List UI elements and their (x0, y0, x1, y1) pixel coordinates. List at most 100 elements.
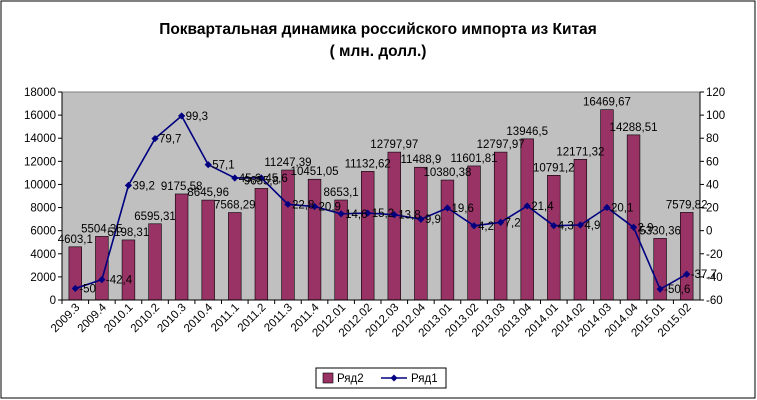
bar-data-label: 10451,05 (291, 166, 339, 178)
line-data-label: 21,4 (531, 201, 554, 213)
line-point-marker (364, 209, 372, 217)
line-data-label: 13,8 (398, 210, 420, 222)
bar-data-label: 9175,58 (161, 181, 203, 193)
chart-title-line1: Поквартальная динамика российского импор… (159, 21, 597, 38)
line-point-marker (257, 174, 265, 182)
y-right-tick-label: 100 (706, 110, 725, 122)
line-data-label: -50 (79, 283, 96, 295)
line-point-marker (550, 222, 558, 230)
bar (174, 193, 189, 301)
line-point-marker (576, 221, 584, 229)
bar-data-label: 12797,97 (477, 139, 525, 151)
line-data-label: 15,2 (372, 208, 394, 220)
bar-data-label: 4603,1 (58, 234, 93, 246)
bar (121, 239, 136, 301)
bar-data-label: 16469,67 (583, 97, 631, 109)
y-left-tick-label: 10000 (24, 179, 56, 191)
bar-data-label: 11132,62 (345, 158, 391, 170)
y-left-tick-label: 8000 (30, 203, 56, 215)
bar-data-label: 14288,51 (610, 122, 658, 134)
line-point-marker (656, 285, 664, 293)
legend-label-line: Ряд1 (411, 373, 438, 385)
bar-data-label: 11601,81 (450, 153, 497, 165)
line-point-marker (98, 276, 106, 284)
y-left-tick-label: 12000 (24, 156, 56, 168)
y-left-tick-label: 6000 (30, 226, 56, 238)
line-data-label: 9,9 (425, 214, 441, 226)
line-point-marker (390, 211, 398, 219)
line-point-marker (337, 210, 345, 218)
y-left-tick-label: 14000 (24, 133, 56, 145)
bar-data-label: 12797,97 (370, 139, 418, 151)
legend: Ряд2 Ряд1 (315, 367, 447, 389)
line-point-marker (204, 161, 212, 169)
bar-data-label: 10380,38 (423, 167, 471, 179)
line-point-marker (523, 202, 531, 210)
legend-label-bar: Ряд2 (337, 373, 364, 385)
bar-data-label: 8645,96 (187, 187, 229, 199)
line-data-label: -42,4 (106, 275, 133, 287)
line-data-label: 99,3 (186, 111, 208, 123)
bar (467, 165, 481, 301)
y-right-tick-label: 20 (706, 203, 719, 215)
bar (387, 151, 401, 301)
legend-swatch-bar (322, 372, 334, 384)
bar (95, 236, 109, 301)
line-data-label: 79,7 (159, 134, 181, 146)
legend-swatch-marker (390, 374, 398, 382)
bar (547, 175, 561, 301)
bar (520, 138, 534, 301)
bar (254, 188, 269, 301)
line-data-label: -37,7 (691, 269, 717, 281)
line-point-marker (497, 218, 505, 226)
line-data-label: 39,2 (132, 180, 154, 192)
line-point-marker (151, 134, 159, 143)
bar (201, 199, 215, 301)
y-right-tick-label: -60 (706, 295, 723, 307)
line-data-label: 4,3 (558, 221, 574, 233)
line-point-marker (470, 222, 478, 230)
y-right-tick-label: 40 (706, 179, 719, 191)
y-left-tick-label: 18000 (24, 87, 56, 99)
y-left-tick-label: 16000 (24, 110, 56, 122)
bar-data-label: 8653,1 (324, 187, 359, 199)
bar (626, 134, 641, 301)
line-series-path (75, 114, 688, 291)
line-point-marker (443, 204, 452, 212)
bar-data-label: 7568,29 (214, 200, 256, 212)
line-point-marker (417, 215, 425, 223)
chart-title-line2: ( млн. долл.) (330, 43, 427, 60)
bar-data-label: 11488,9 (401, 154, 442, 166)
line-data-label: 22,8 (292, 199, 314, 211)
line-point-marker (231, 174, 239, 182)
bar (361, 171, 375, 301)
y-right-tick-label: -40 (706, 272, 723, 284)
y-right-tick-label: -20 (706, 249, 723, 261)
bar (414, 166, 428, 301)
y-right-tick-label: 0 (706, 226, 712, 238)
y-left-tick-label: 2000 (30, 272, 56, 284)
line-data-label: 19,6 (451, 203, 473, 215)
bar (440, 179, 455, 301)
y-right-tick-label: 120 (706, 87, 725, 99)
line-data-label: 57,1 (212, 160, 234, 172)
y-right-tick-label: 60 (706, 156, 719, 168)
line-point-marker (603, 203, 611, 212)
bar-data-label: 5330,36 (639, 225, 681, 237)
line-data-label: 20,9 (319, 202, 341, 214)
bar-data-label: 13946,5 (506, 126, 548, 138)
line-data-label: -50,6 (664, 284, 690, 296)
bar-data-label: 5504,35 (81, 223, 123, 235)
y-left-tick-label: 4000 (30, 249, 56, 261)
line-data-label: 45,6 (239, 173, 261, 185)
line-point-marker (683, 270, 691, 278)
bar-data-label: 11247,39 (264, 157, 311, 169)
line-data-label: 2,9 (638, 222, 654, 234)
bar (307, 178, 322, 301)
bar-data-label: 12171,32 (556, 146, 604, 158)
line-point-marker (71, 284, 79, 293)
line-data-label: 20,1 (611, 202, 633, 214)
y-right-tick-label: 80 (706, 133, 719, 145)
line-point-marker (629, 223, 638, 231)
